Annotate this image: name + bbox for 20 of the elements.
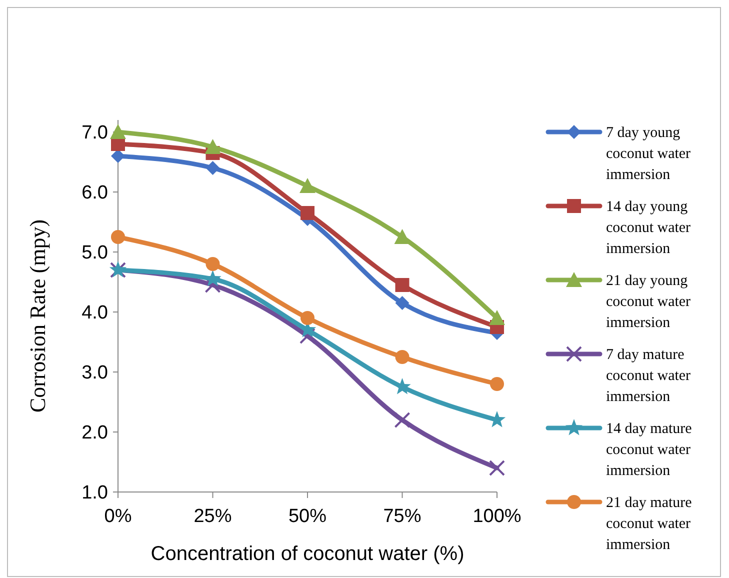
y-tick-label: 5.0 (82, 242, 108, 264)
y-tick-label: 1.0 (82, 482, 108, 504)
y-tick-label: 6.0 (82, 182, 108, 204)
x-tick-label: 75% (383, 506, 422, 527)
legend-label: 7 day mature coconut water immersion (606, 347, 691, 405)
x-tick-label: 100% (472, 506, 522, 527)
y-tick-label: 7.0 (82, 122, 108, 144)
y-tick-label: 4.0 (82, 302, 108, 324)
x-axis-title: Concentration of coconut water (%) (150, 543, 464, 565)
x-tick-label: 50% (288, 506, 327, 527)
y-tick-label: 3.0 (82, 362, 108, 384)
legend-label: 21 day young coconut water immersion (606, 273, 691, 331)
legend-label: 7 day young coconut water immersion (606, 125, 691, 183)
x-tick-label: 25% (194, 506, 232, 527)
x-tick-label: 0% (104, 506, 132, 527)
y-axis-title: Corrosion Rate (mpy) (25, 219, 50, 413)
y-tick-label: 2.0 (82, 422, 108, 444)
legend-label: 14 day mature coconut water immersion (606, 421, 692, 479)
legend-label: 14 day young coconut water immersion (606, 199, 691, 257)
legend-label: 21 day mature coconut water immersion (606, 495, 692, 553)
